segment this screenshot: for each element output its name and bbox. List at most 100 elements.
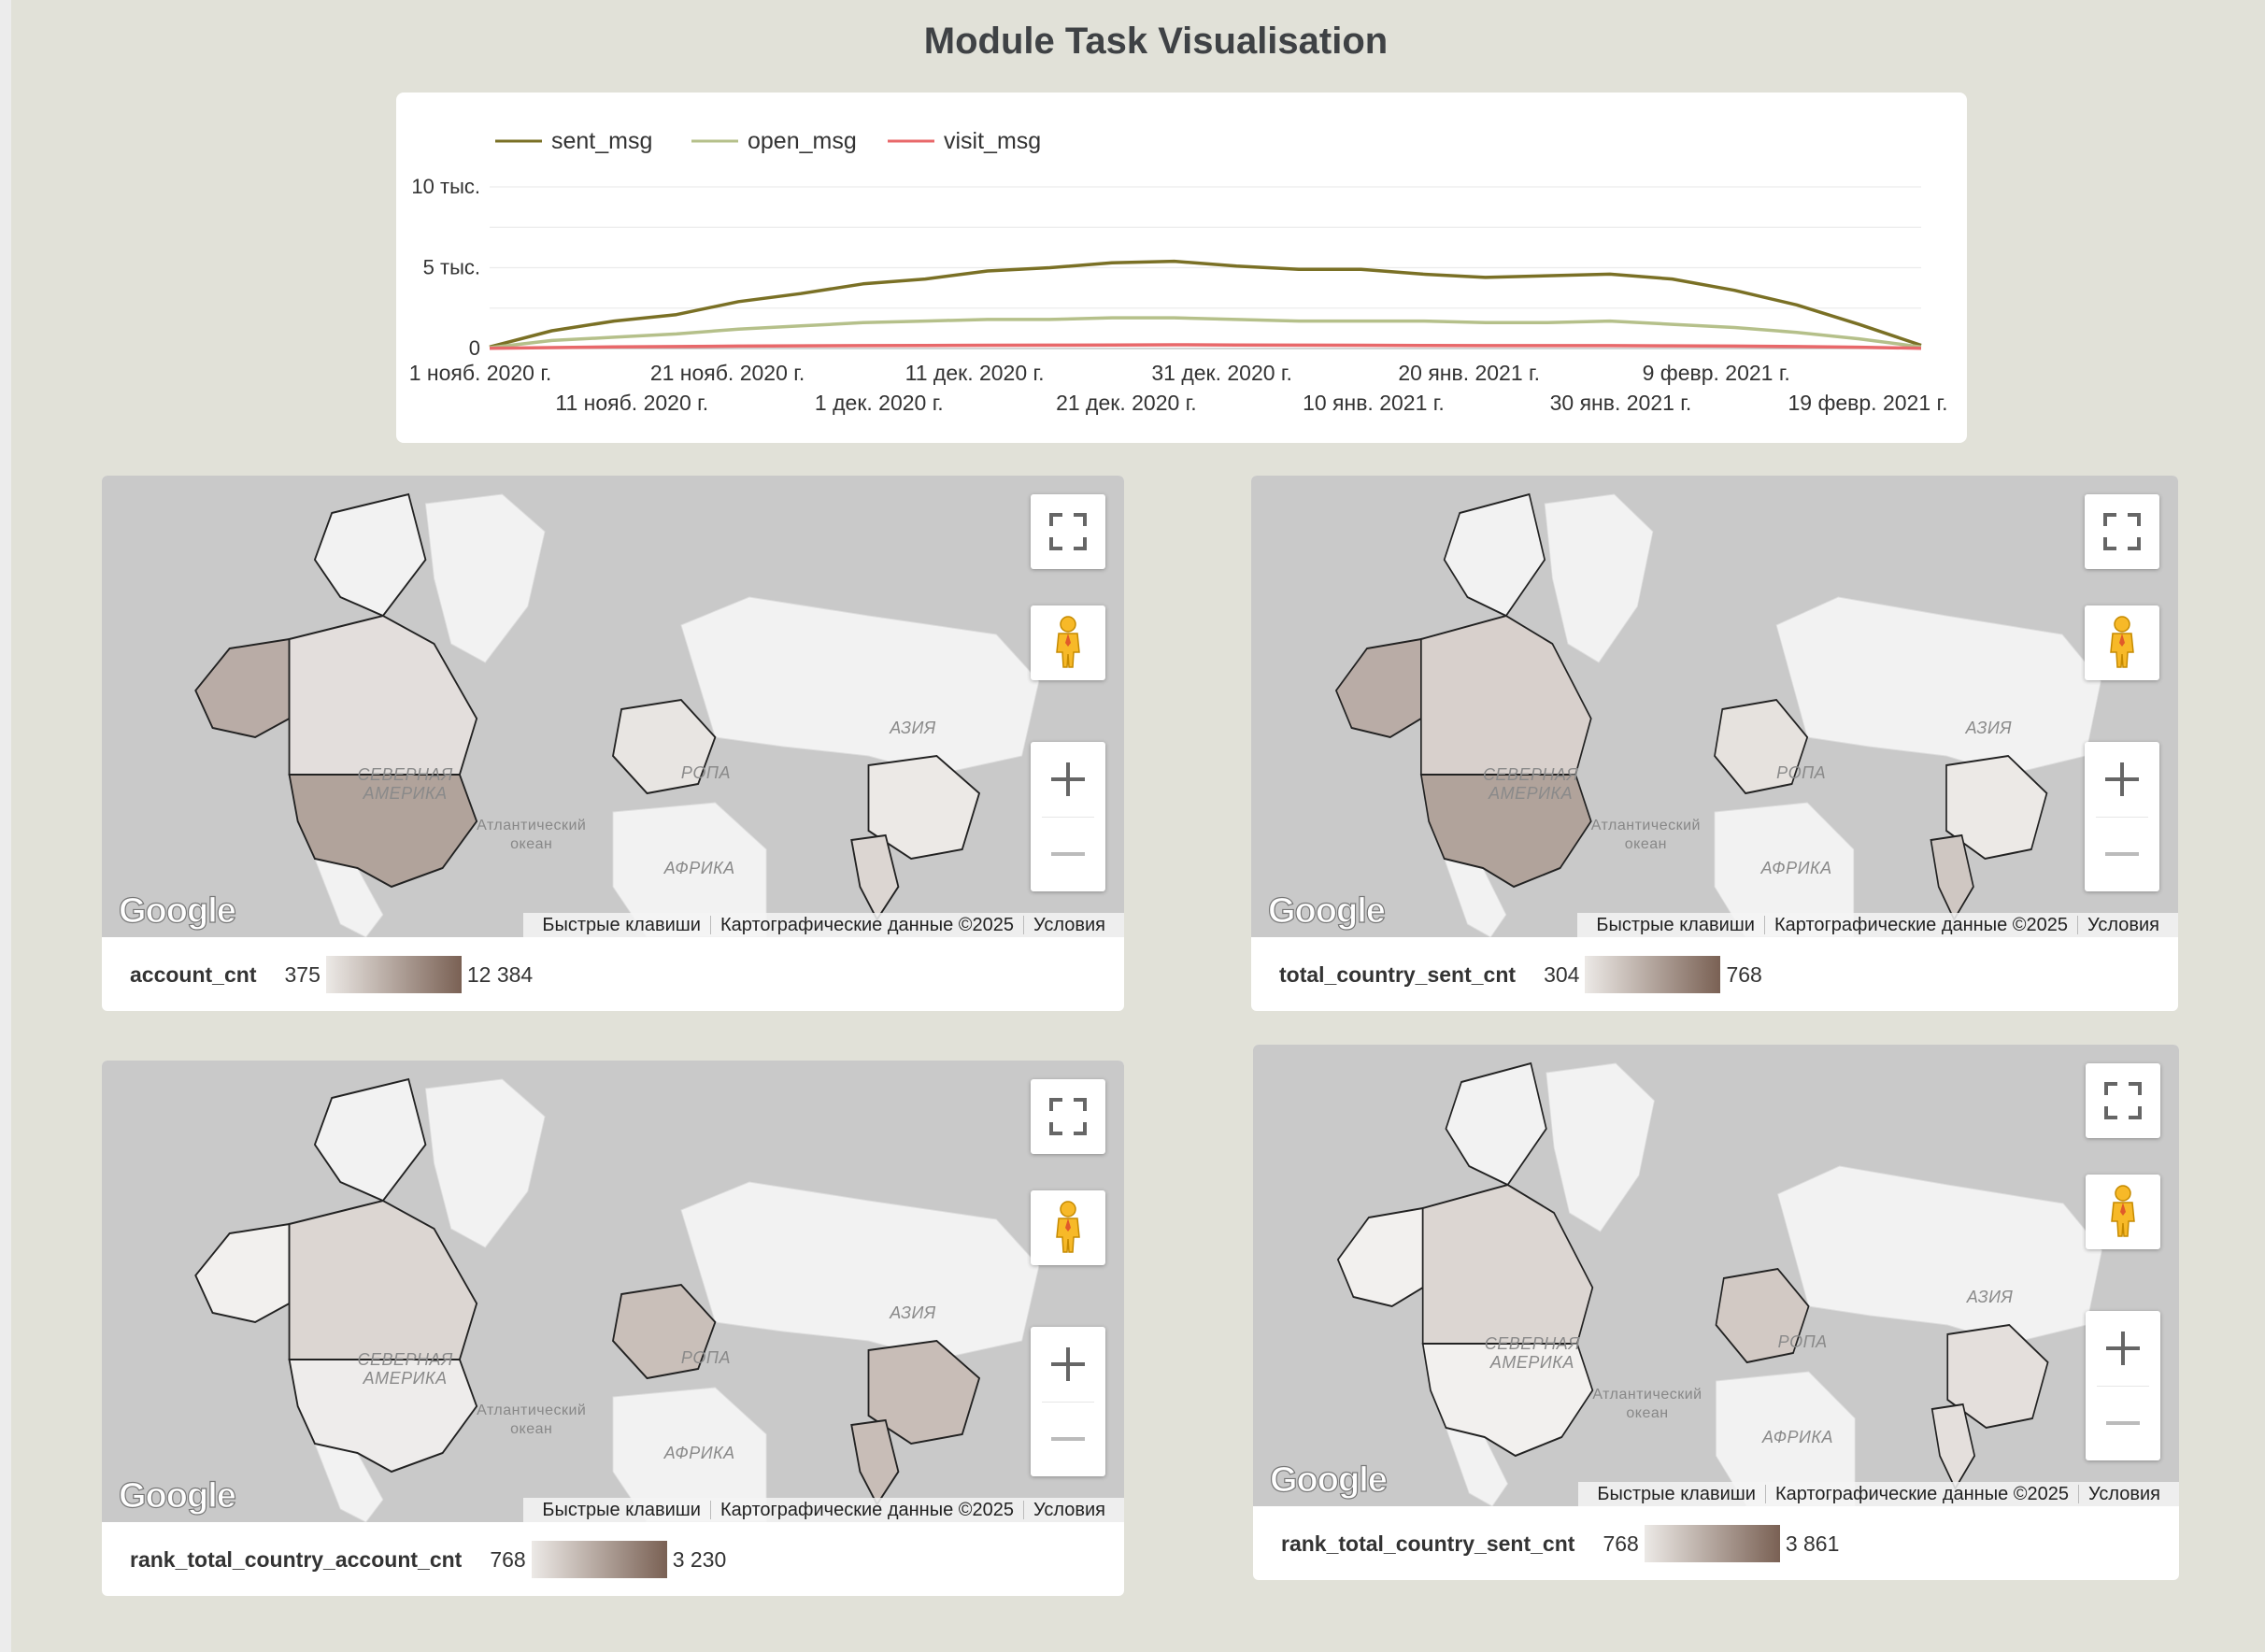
- region-alaska[interactable]: [194, 1222, 291, 1324]
- fullscreen-button[interactable]: [2086, 1063, 2160, 1138]
- terms-link[interactable]: Условия: [2076, 916, 2169, 934]
- region-india[interactable]: [850, 1418, 900, 1506]
- legend-gradient: [1585, 956, 1721, 993]
- region-india[interactable]: [850, 833, 900, 921]
- region-usa[interactable]: [288, 774, 478, 889]
- map-geography: [1334, 492, 2101, 937]
- region-greenland[interactable]: [424, 1078, 546, 1248]
- label-north-america: СЕВЕРНАЯ АМЕРИКА: [1483, 765, 1579, 803]
- region-africa[interactable]: [612, 1387, 767, 1522]
- terms-link[interactable]: Условия: [1022, 1501, 1115, 1519]
- region-canada[interactable]: [1421, 1183, 1594, 1345]
- region-usa[interactable]: [288, 1359, 478, 1474]
- color-legend: rank_total_country_account_cnt 768 3 230: [130, 1541, 726, 1578]
- region-china[interactable]: [867, 1339, 981, 1446]
- map-geography: [1336, 1061, 2102, 1506]
- minus-icon: [2106, 1421, 2140, 1425]
- terms-link[interactable]: Условия: [2077, 1485, 2170, 1503]
- zoom-out-button[interactable]: [2086, 1386, 2160, 1460]
- terms-link[interactable]: Условия: [1022, 916, 1115, 934]
- plus-icon: [1051, 762, 1085, 796]
- google-logo: Google: [118, 1475, 236, 1516]
- region-africa[interactable]: [1716, 1371, 1856, 1506]
- label-north-america: СЕВЕРНАЯ АМЕРИКА: [357, 1350, 453, 1388]
- street-view-button[interactable]: [1031, 1190, 1105, 1265]
- region-africa[interactable]: [1714, 802, 1855, 937]
- region-alaska[interactable]: [194, 637, 291, 739]
- pegman-icon: [1056, 616, 1080, 668]
- region-arctic[interactable]: [1445, 1061, 1547, 1187]
- geo-chart-map[interactable]: СЕВЕРНАЯ АМЕРИКА РОПА АЗИЯ АФРИКА Атланти…: [102, 1061, 1124, 1522]
- region-europe[interactable]: [1714, 698, 1809, 795]
- keyboard-shortcuts-link[interactable]: Быстрые клавиши: [542, 915, 701, 935]
- region-eurasia[interactable]: [1775, 596, 2101, 776]
- region-canada[interactable]: [288, 614, 478, 776]
- geo-chart-map[interactable]: СЕВЕРНАЯ АМЕРИКА РОПА АЗИЯ АФРИКА Атланти…: [102, 476, 1124, 937]
- zoom-in-button[interactable]: [1031, 742, 1105, 817]
- zoom-out-button[interactable]: [2085, 817, 2159, 891]
- region-canada[interactable]: [1420, 614, 1592, 776]
- region-usa[interactable]: [1419, 774, 1592, 889]
- zoom-out-button[interactable]: [1031, 817, 1105, 891]
- keyboard-shortcuts-link[interactable]: Быстрые клавиши: [1597, 1484, 1756, 1504]
- region-eurasia[interactable]: [680, 1181, 1040, 1360]
- region-china[interactable]: [867, 754, 981, 861]
- zoom-in-button[interactable]: [2086, 1311, 2160, 1386]
- street-view-button[interactable]: [1031, 605, 1105, 680]
- keyboard-shortcuts-link[interactable]: Быстрые клавиши: [542, 1500, 701, 1520]
- fullscreen-button[interactable]: [1031, 494, 1105, 569]
- legend-gradient: [325, 956, 462, 993]
- label-africa: АФРИКА: [1762, 1428, 1834, 1446]
- fullscreen-button[interactable]: [2085, 494, 2159, 569]
- region-arctic[interactable]: [313, 492, 427, 618]
- region-eurasia[interactable]: [1777, 1165, 2102, 1345]
- region-eurasia[interactable]: [680, 596, 1040, 776]
- plus-icon: [1051, 1347, 1085, 1381]
- fullscreen-button[interactable]: [1031, 1079, 1105, 1154]
- zoom-divider: [1042, 1402, 1094, 1403]
- region-africa[interactable]: [612, 802, 767, 937]
- region-greenland[interactable]: [1544, 493, 1654, 663]
- street-view-button[interactable]: [2086, 1175, 2160, 1249]
- fullscreen-icon: [2104, 1082, 2142, 1119]
- street-view-button[interactable]: [2085, 605, 2159, 680]
- google-logo: Google: [1269, 1460, 1388, 1500]
- geo-chart-map[interactable]: СЕВЕРНАЯ АМЕРИКА РОПА АЗИЯ АФРИКА Атланти…: [1253, 1045, 2179, 1506]
- region-europe[interactable]: [1715, 1267, 1810, 1364]
- geo-chart-map[interactable]: СЕВЕРНАЯ АМЕРИКА РОПА АЗИЯ АФРИКА Атланти…: [1251, 476, 2178, 937]
- zoom-out-button[interactable]: [1031, 1402, 1105, 1476]
- label-europe: РОПА: [1777, 1332, 1828, 1351]
- zoom-in-button[interactable]: [1031, 1327, 1105, 1402]
- region-india[interactable]: [1930, 1403, 1976, 1490]
- label-asia: АЗИЯ: [1966, 1288, 2014, 1306]
- region-alaska[interactable]: [1334, 637, 1422, 739]
- region-canada[interactable]: [288, 1199, 478, 1360]
- region-india[interactable]: [1930, 833, 1974, 921]
- legend-metric-name: rank_total_country_account_cnt: [130, 1546, 463, 1572]
- region-china[interactable]: [1946, 1323, 2049, 1430]
- region-europe[interactable]: [612, 698, 717, 795]
- map-data-attribution: Картографические данные ©2025: [709, 916, 1023, 934]
- zoom-in-button[interactable]: [2085, 742, 2159, 817]
- map-attribution: Быстрые клавиши Картографические данные …: [523, 913, 1124, 937]
- region-china[interactable]: [1945, 754, 2048, 861]
- legend-max-value: 3 861: [1785, 1531, 1840, 1556]
- google-logo: Google: [1267, 890, 1386, 931]
- region-usa[interactable]: [1421, 1343, 1594, 1458]
- x-tick-label: 31 дек. 2020 г.: [1151, 361, 1292, 385]
- region-arctic[interactable]: [1443, 492, 1546, 618]
- region-greenland[interactable]: [424, 493, 546, 663]
- minus-icon: [2105, 852, 2139, 856]
- map-data-attribution: Картографические данные ©2025: [709, 1501, 1023, 1519]
- legend-gradient: [531, 1541, 667, 1578]
- region-arctic[interactable]: [313, 1077, 427, 1203]
- region-alaska[interactable]: [1336, 1206, 1424, 1308]
- zoom-divider: [1042, 817, 1094, 818]
- map-geography: [194, 492, 1040, 937]
- map-card-account_cnt: СЕВЕРНАЯ АМЕРИКА РОПА АЗИЯ АФРИКА Атланти…: [102, 476, 1124, 1011]
- region-europe[interactable]: [612, 1283, 717, 1380]
- region-greenland[interactable]: [1546, 1062, 1655, 1232]
- keyboard-shortcuts-link[interactable]: Быстрые клавиши: [1596, 915, 1755, 935]
- page-title: Module Task Visualisation: [923, 21, 1389, 62]
- map-data-attribution: Картографические данные ©2025: [1764, 1485, 2078, 1503]
